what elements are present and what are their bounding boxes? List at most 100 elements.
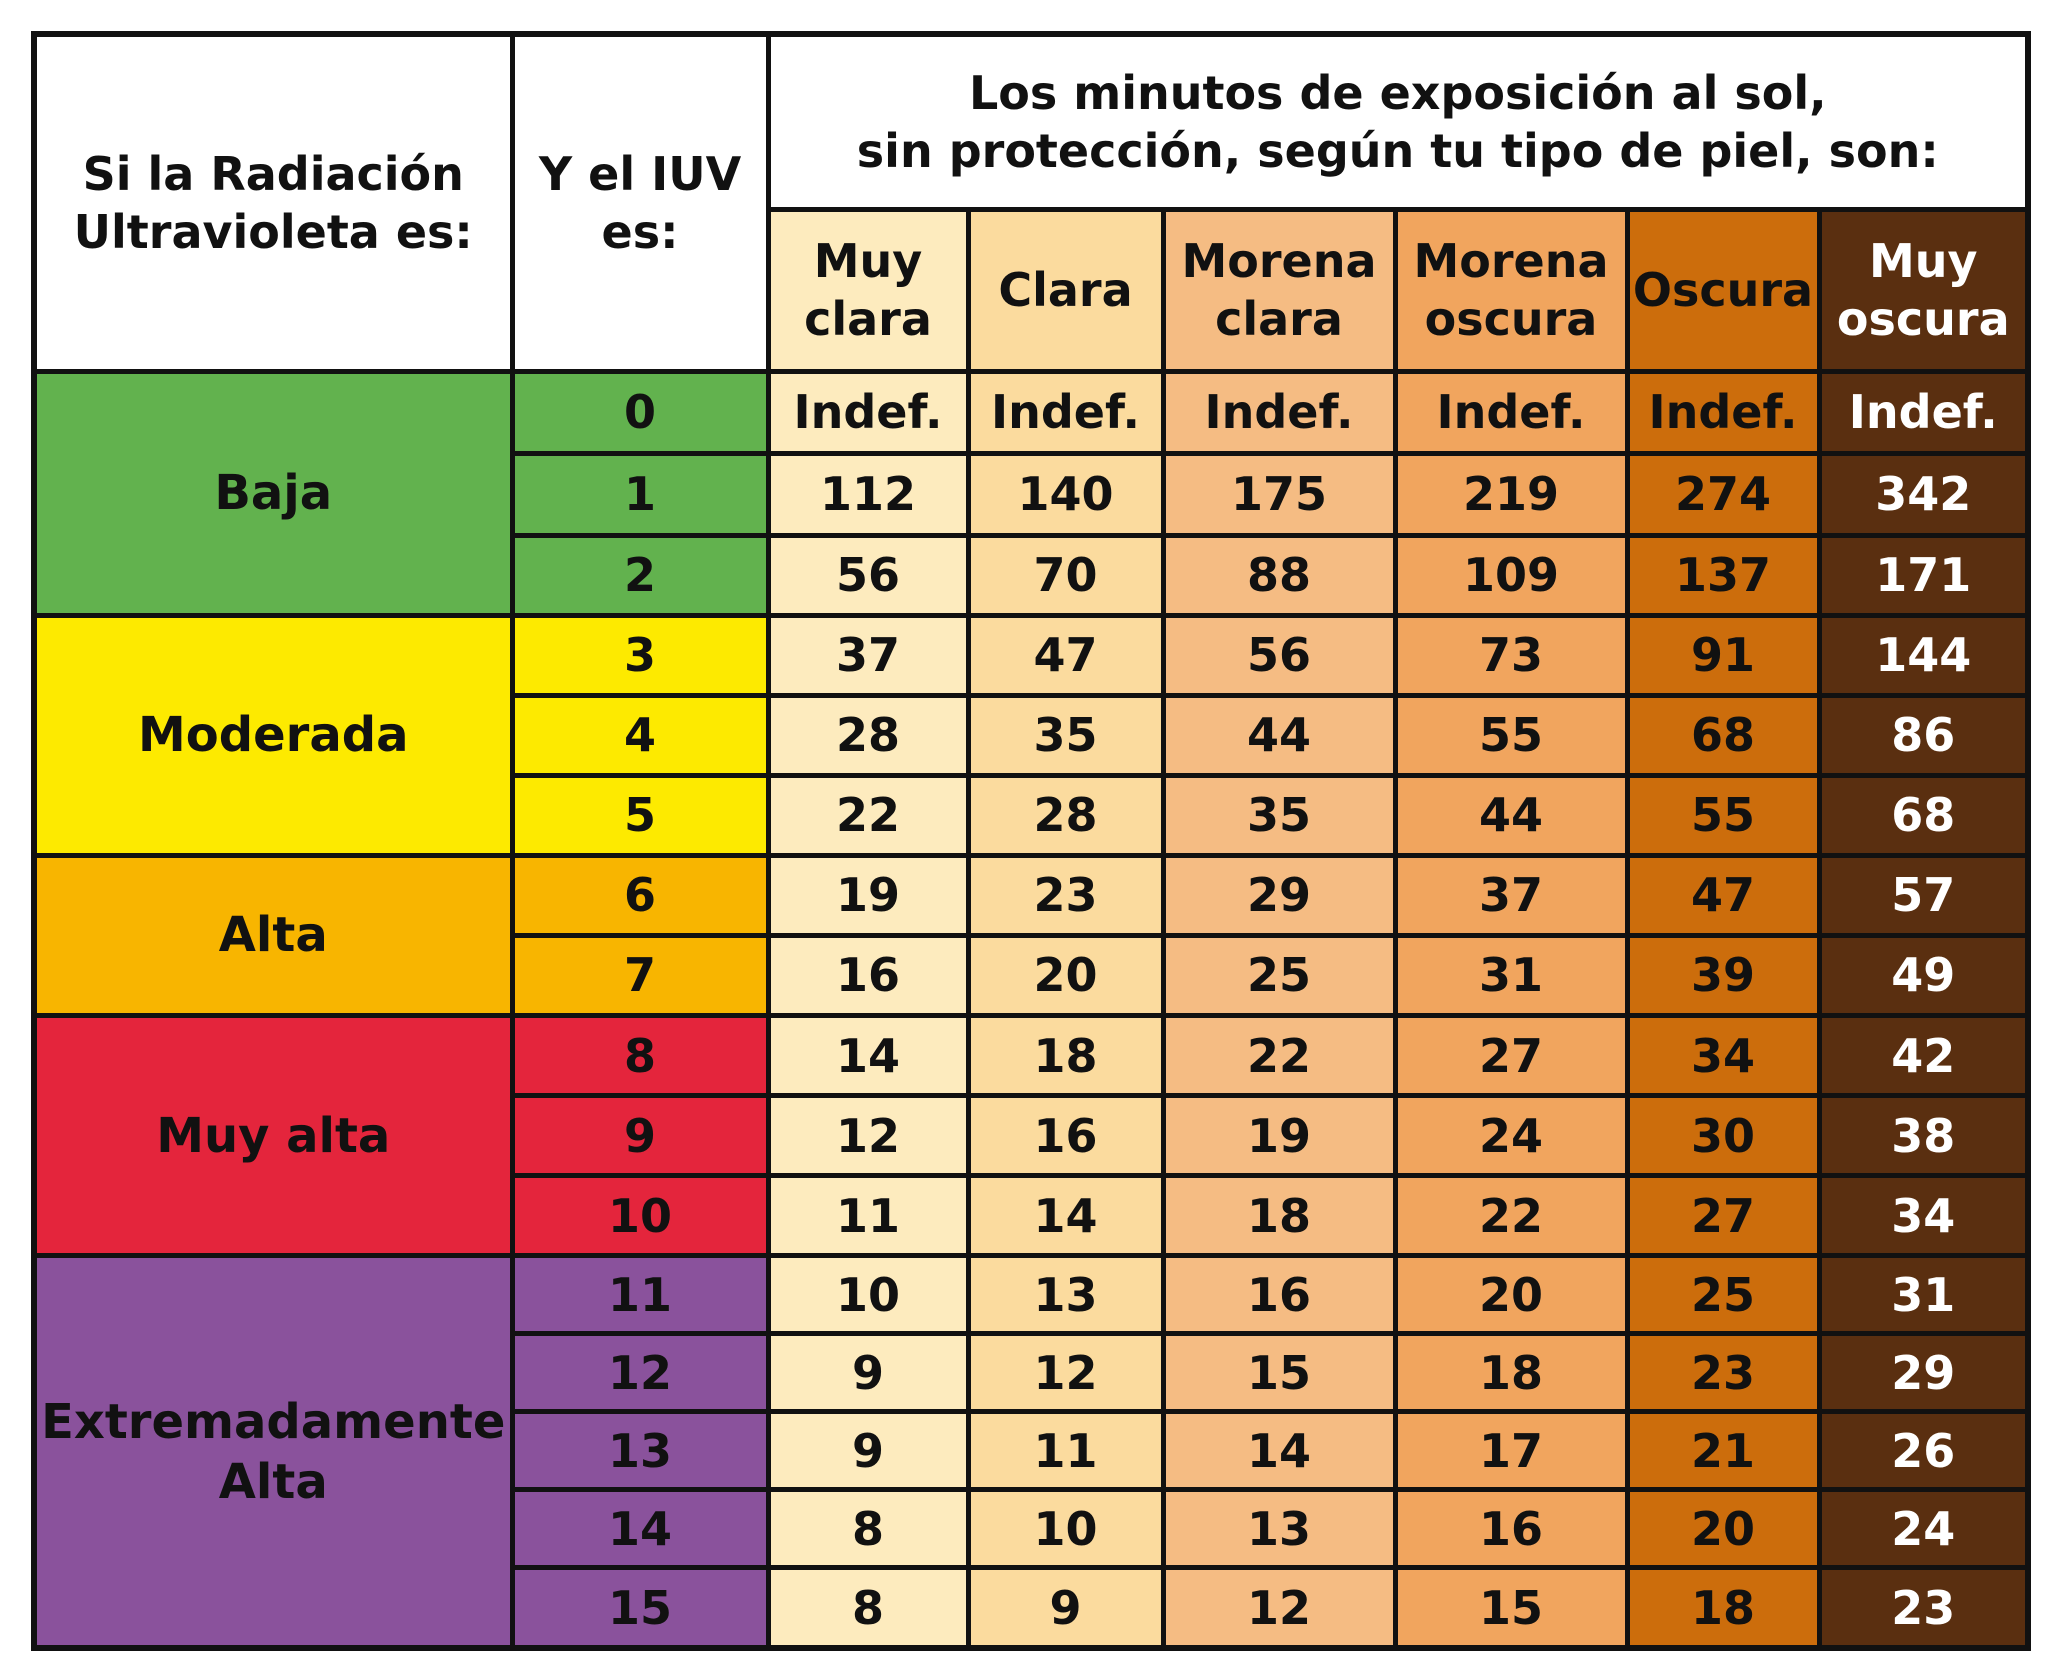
table-row: Extremadamente Alta 11 10 13 16 20 25 31 xyxy=(31,1253,2031,1651)
exposure-minutes-cell: 13 xyxy=(1160,1487,1398,1571)
exposure-minutes-cell: 16 xyxy=(765,932,971,1019)
exposure-minutes-cell: 55 xyxy=(1392,692,1630,778)
skin-type-header: Morena oscura xyxy=(1392,206,1630,374)
radiation-header: Si la Radiación Ultravioleta es: xyxy=(31,31,515,374)
exposure-minutes-cell: 28 xyxy=(765,692,971,778)
category-label: Muy alta xyxy=(31,1012,515,1259)
skin-type-header-row: Muy clara Clara Morena clara Morena oscura O… xyxy=(34,206,2031,374)
exposure-minutes-cell: 39 xyxy=(1624,932,1822,1019)
exposure-minutes-cell: 25 xyxy=(1160,932,1398,1019)
exposure-minutes-cell: Indef. xyxy=(765,368,971,456)
table-row: Alta 6 19 23 29 37 47 57 xyxy=(31,852,2031,1019)
exposure-minutes-cell: 219 xyxy=(1392,450,1630,538)
iuv-value: 5 xyxy=(509,772,771,858)
iuv-value: 4 xyxy=(509,692,771,778)
exposure-minutes-cell: 27 xyxy=(1392,1012,1630,1099)
exposure-minutes-cell: 16 xyxy=(965,1093,1166,1179)
table-row: 5 22 28 35 44 55 68 xyxy=(34,772,2031,858)
iuv-value: 11 xyxy=(509,1253,771,1337)
exposure-minutes-cell: 12 xyxy=(965,1331,1166,1415)
exposure-minutes-cell: 14 xyxy=(765,1012,971,1099)
exposure-minutes-cell: 18 xyxy=(965,1012,1166,1099)
exposure-minutes-cell: 19 xyxy=(765,852,971,938)
exposure-minutes-cell: 14 xyxy=(965,1173,1166,1259)
exposure-minutes-cell: 21 xyxy=(1624,1409,1822,1493)
exposure-minutes-cell: 34 xyxy=(1624,1012,1822,1099)
exposure-minutes-cell: 68 xyxy=(1624,692,1822,778)
exposure-minutes-cell: 24 xyxy=(1816,1487,2031,1571)
exposure-minutes-cell: 44 xyxy=(1392,772,1630,858)
exposure-minutes-cell: 342 xyxy=(1816,450,2031,538)
category-label: Extremadamente Alta xyxy=(31,1253,515,1651)
iuv-value: 15 xyxy=(509,1565,771,1651)
exposure-minutes-cell: 22 xyxy=(1160,1012,1398,1099)
exposure-minutes-cell: 47 xyxy=(1624,852,1822,938)
iuv-value: 12 xyxy=(509,1331,771,1415)
exposure-minutes-cell: 23 xyxy=(1624,1331,1822,1415)
exposure-minutes-cell: 171 xyxy=(1816,532,2031,618)
skin-type-header: Muy oscura xyxy=(1816,206,2031,374)
exposure-minutes-cell: 22 xyxy=(765,772,971,858)
exposure-minutes-cell: 10 xyxy=(965,1487,1166,1571)
exposure-minutes-cell: 55 xyxy=(1624,772,1822,858)
iuv-value: 9 xyxy=(509,1093,771,1179)
exposure-minutes-cell: 10 xyxy=(765,1253,971,1337)
iuv-value: 0 xyxy=(509,368,771,456)
exposure-minutes-cell: 34 xyxy=(1816,1173,2031,1259)
exposure-minutes-cell: 14 xyxy=(1160,1409,1398,1493)
exposure-minutes-cell: 88 xyxy=(1160,532,1398,618)
iuv-value: 13 xyxy=(509,1409,771,1493)
exposure-minutes-cell: 11 xyxy=(765,1173,971,1259)
exposure-minutes-cell: 16 xyxy=(1160,1253,1398,1337)
exposure-minutes-cell: Indef. xyxy=(1816,368,2031,456)
iuv-value: 3 xyxy=(509,612,771,698)
exposure-minutes-cell: 16 xyxy=(1392,1487,1630,1571)
exposure-minutes-cell: 18 xyxy=(1160,1173,1398,1259)
exposure-minutes-cell: 15 xyxy=(1160,1331,1398,1415)
uv-exposure-table: Si la Radiación Ultravioleta es: Y el IU… xyxy=(31,31,2032,1651)
table-row: Baja 0 Indef. Indef. Indef. Indef. Indef. Indef… xyxy=(31,368,2031,618)
exposure-minutes-cell: 140 xyxy=(965,450,1166,538)
exposure-minutes-cell: 23 xyxy=(1816,1565,2031,1651)
table-row: 13 9 11 14 17 21 26 xyxy=(34,1409,2031,1493)
exposure-minutes-cell: 17 xyxy=(1392,1409,1630,1493)
exposure-minutes-cell: 9 xyxy=(765,1331,971,1415)
exposure-minutes-cell: 9 xyxy=(965,1565,1166,1651)
exposure-minutes-cell: Indef. xyxy=(1624,368,1822,456)
exposure-minutes-cell: 8 xyxy=(765,1565,971,1651)
iuv-value: 6 xyxy=(509,852,771,938)
exposure-minutes-cell: 18 xyxy=(1624,1565,1822,1651)
skin-type-header: Oscura xyxy=(1624,206,1822,374)
exposure-minutes-cell: 13 xyxy=(965,1253,1166,1337)
exposure-minutes-cell: 26 xyxy=(1816,1409,2031,1493)
exposure-minutes-cell: 56 xyxy=(765,532,971,618)
exposure-minutes-cell: Indef. xyxy=(965,368,1166,456)
exposure-minutes-cell: 137 xyxy=(1624,532,1822,618)
exposure-minutes-cell: Indef. xyxy=(1160,368,1398,456)
skin-type-header: Morena clara xyxy=(1160,206,1398,374)
exposure-minutes-cell: 86 xyxy=(1816,692,2031,778)
skin-type-header: Clara xyxy=(965,206,1166,374)
exposure-minutes-cell: 20 xyxy=(965,932,1166,1019)
exposure-minutes-cell: 112 xyxy=(765,450,971,538)
exposure-minutes-cell: 20 xyxy=(1624,1487,1822,1571)
exposure-minutes-cell: 47 xyxy=(965,612,1166,698)
exposure-minutes-cell: 18 xyxy=(1392,1331,1630,1415)
table-row: Muy alta 8 14 18 22 27 34 42 xyxy=(31,1012,2031,1259)
exposure-minutes-cell: 24 xyxy=(1392,1093,1630,1179)
table-row: 10 11 14 18 22 27 34 xyxy=(34,1173,2031,1259)
exposure-minutes-cell: 31 xyxy=(1392,932,1630,1019)
table-body: Baja 0 Indef. Indef. Indef. Indef. Indef. Indef… xyxy=(31,368,2031,1651)
exposure-minutes-cell: 57 xyxy=(1816,852,2031,938)
table-row: 14 8 10 13 16 20 24 xyxy=(34,1487,2031,1571)
exposure-minutes-cell: 23 xyxy=(965,852,1166,938)
exposure-minutes-cell: 25 xyxy=(1624,1253,1822,1337)
exposure-minutes-cell: 91 xyxy=(1624,612,1822,698)
exposure-minutes-cell: 35 xyxy=(965,692,1166,778)
table-row: 2 56 70 88 109 137 171 xyxy=(34,532,2031,618)
exposure-minutes-cell: 20 xyxy=(1392,1253,1630,1337)
table-row: Moderada 3 37 47 56 73 91 144 xyxy=(31,612,2031,858)
exposure-minutes-cell: 175 xyxy=(1160,450,1398,538)
exposure-minutes-cell: 44 xyxy=(1160,692,1398,778)
iuv-value: 2 xyxy=(509,532,771,618)
